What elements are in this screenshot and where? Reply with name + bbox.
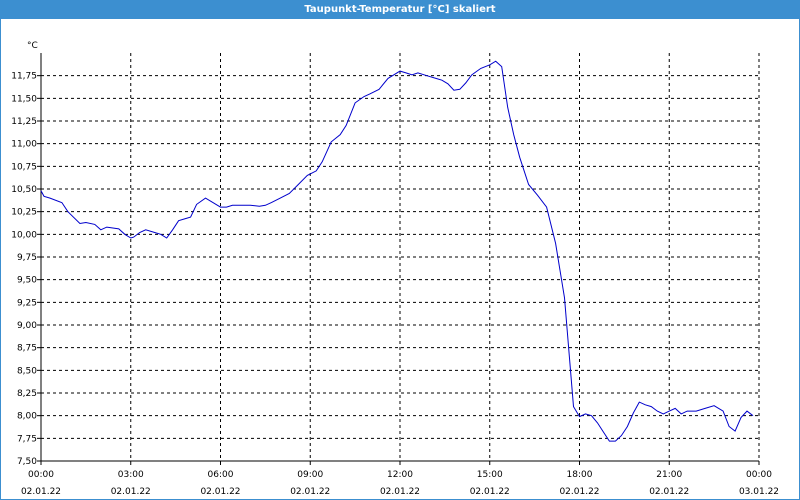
x-tick-time: 09:00: [297, 470, 323, 480]
series-line: [40, 60, 754, 442]
grid: [41, 53, 760, 461]
x-tick-date: 02.01.22: [470, 487, 510, 497]
window-title: Taupunkt-Temperatur [°C] skaliert: [1, 1, 799, 19]
x-tick-time: 12:00: [387, 470, 413, 480]
y-unit-label: °C: [27, 41, 38, 51]
y-tick-label: 11,25: [11, 117, 37, 127]
y-tick-label: 8,75: [17, 344, 37, 354]
line-chart: °C 7,50 7,75 8,00 8,25 8,50 8,75 9,00 9,25 9,50 9…: [11, 41, 779, 497]
x-tick-time: 06:00: [208, 470, 234, 480]
y-tick-label: 8,25: [17, 389, 37, 399]
x-tick-time: 00:00: [746, 470, 772, 480]
y-tick-label: 10,00: [11, 230, 37, 240]
x-tick-date: 03.01.22: [739, 487, 779, 497]
x-tick-date: 02.01.22: [21, 487, 61, 497]
x-tick-date: 02.01.22: [649, 487, 689, 497]
series-lines: [40, 60, 754, 442]
y-tick-label: 10,75: [11, 162, 37, 172]
x-tick-time: 03:00: [118, 470, 144, 480]
x-tick-date: 02.01.22: [380, 487, 420, 497]
x-tick-date: 02.01.22: [559, 487, 599, 497]
y-tick-label: 9,50: [17, 276, 37, 286]
y-tick-label: 10,25: [11, 208, 37, 218]
y-tick-label: 10,50: [11, 185, 37, 195]
x-tick-time: 00:00: [28, 470, 54, 480]
y-tick-label: 11,00: [11, 140, 37, 150]
y-tick-label: 7,75: [17, 434, 37, 444]
y-tick-labels: 7,50 7,75 8,00 8,25 8,50 8,75 9,00 9,25 9,50 9,75…: [11, 72, 37, 467]
y-tick-label: 7,50: [17, 457, 37, 467]
y-tick-label: 9,00: [17, 321, 37, 331]
x-tick-time: 21:00: [656, 470, 682, 480]
y-tick-label: 8,00: [17, 412, 37, 422]
x-tick-date: 02.01.22: [290, 487, 330, 497]
x-tick-date: 02.01.22: [200, 487, 240, 497]
x-tick-time: 18:00: [567, 470, 593, 480]
y-tick-label: 11,50: [11, 94, 37, 104]
y-tick-label: 9,25: [17, 298, 37, 308]
axes: [37, 53, 760, 465]
x-tick-time: 15:00: [477, 470, 503, 480]
y-tick-label: 11,75: [11, 72, 37, 82]
y-tick-label: 8,50: [17, 366, 37, 376]
x-tick-date: 02.01.22: [111, 487, 151, 497]
y-tick-label: 9,75: [17, 253, 37, 263]
x-tick-labels: 00:00 02.01.22 03:00 02.01.22 06:00 02.01.22 0…: [21, 470, 779, 497]
